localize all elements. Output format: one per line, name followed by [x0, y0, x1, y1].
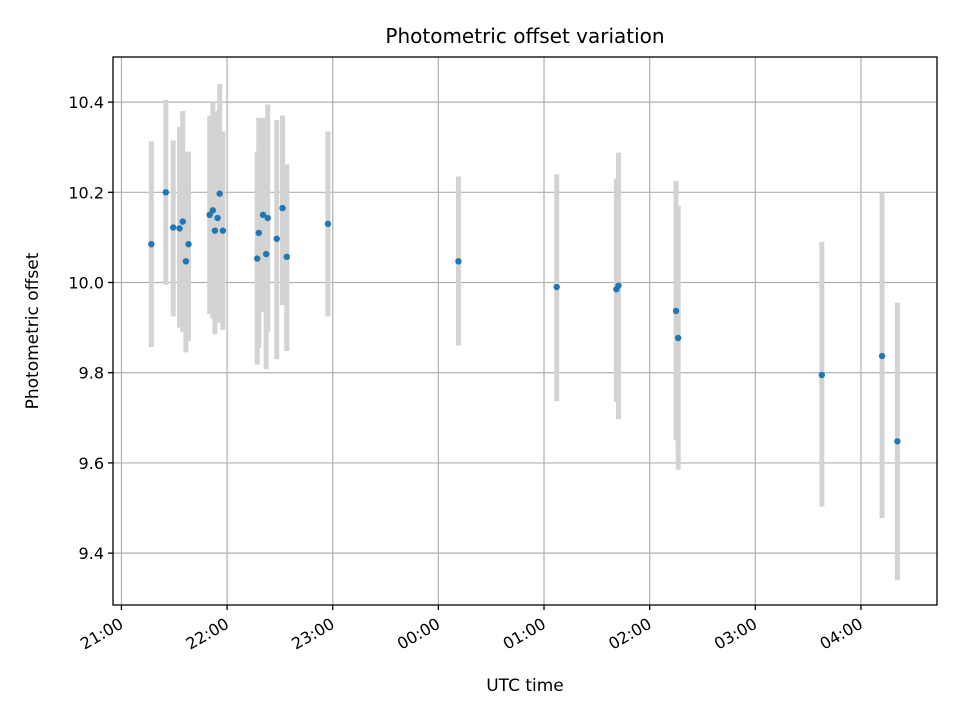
plot-frame [112, 56, 938, 606]
data-point [170, 224, 177, 231]
x-tick-label: 01:00 [500, 614, 549, 654]
data-point [219, 227, 227, 234]
data-point [214, 214, 221, 222]
data-point [672, 307, 680, 315]
data-point [206, 211, 213, 219]
data-point [254, 255, 261, 262]
data-point [185, 240, 192, 248]
y-tick-label: 10.4 [68, 93, 104, 112]
data-point [273, 235, 280, 242]
data-point [176, 225, 183, 232]
y-tick-label: 9.4 [79, 544, 104, 563]
chart-title: Photometric offset variation [385, 24, 664, 48]
data-point [209, 207, 217, 214]
data-point [182, 258, 190, 265]
data-point [211, 227, 219, 234]
data-point [283, 253, 290, 261]
y-tick-label: 10.0 [68, 274, 104, 293]
error-bars [148, 84, 900, 581]
data-point [216, 190, 223, 197]
x-tick-label: 03:00 [711, 614, 760, 654]
data-point [259, 211, 267, 219]
grid-lines [113, 57, 937, 605]
data-point [179, 218, 186, 225]
x-tick-label: 22:00 [183, 614, 232, 654]
data-point [818, 371, 826, 379]
data-point [324, 220, 332, 228]
data-point [262, 250, 270, 258]
data-point [264, 214, 271, 222]
data-point [255, 229, 262, 237]
data-point [279, 204, 286, 212]
x-tick-label: 23:00 [288, 614, 337, 654]
data-point [674, 334, 682, 342]
data-points [148, 189, 901, 445]
x-tick-label: 21:00 [77, 614, 126, 654]
data-point [894, 438, 901, 445]
y-tick-label: 9.6 [79, 454, 104, 473]
x-axis-label: UTC time [486, 676, 564, 696]
data-point [553, 283, 560, 291]
y-axis-label: Photometric offset [23, 252, 43, 409]
x-tick-label: 04:00 [817, 614, 866, 654]
data-point [878, 352, 886, 360]
data-point [162, 189, 170, 196]
x-tick-label: 02:00 [605, 614, 654, 654]
data-point [615, 282, 622, 289]
data-point [148, 240, 155, 248]
data-point [455, 258, 462, 265]
y-tick-label: 9.8 [79, 364, 104, 383]
y-tick-label: 10.2 [68, 183, 104, 202]
x-tick-label: 00:00 [394, 614, 443, 654]
